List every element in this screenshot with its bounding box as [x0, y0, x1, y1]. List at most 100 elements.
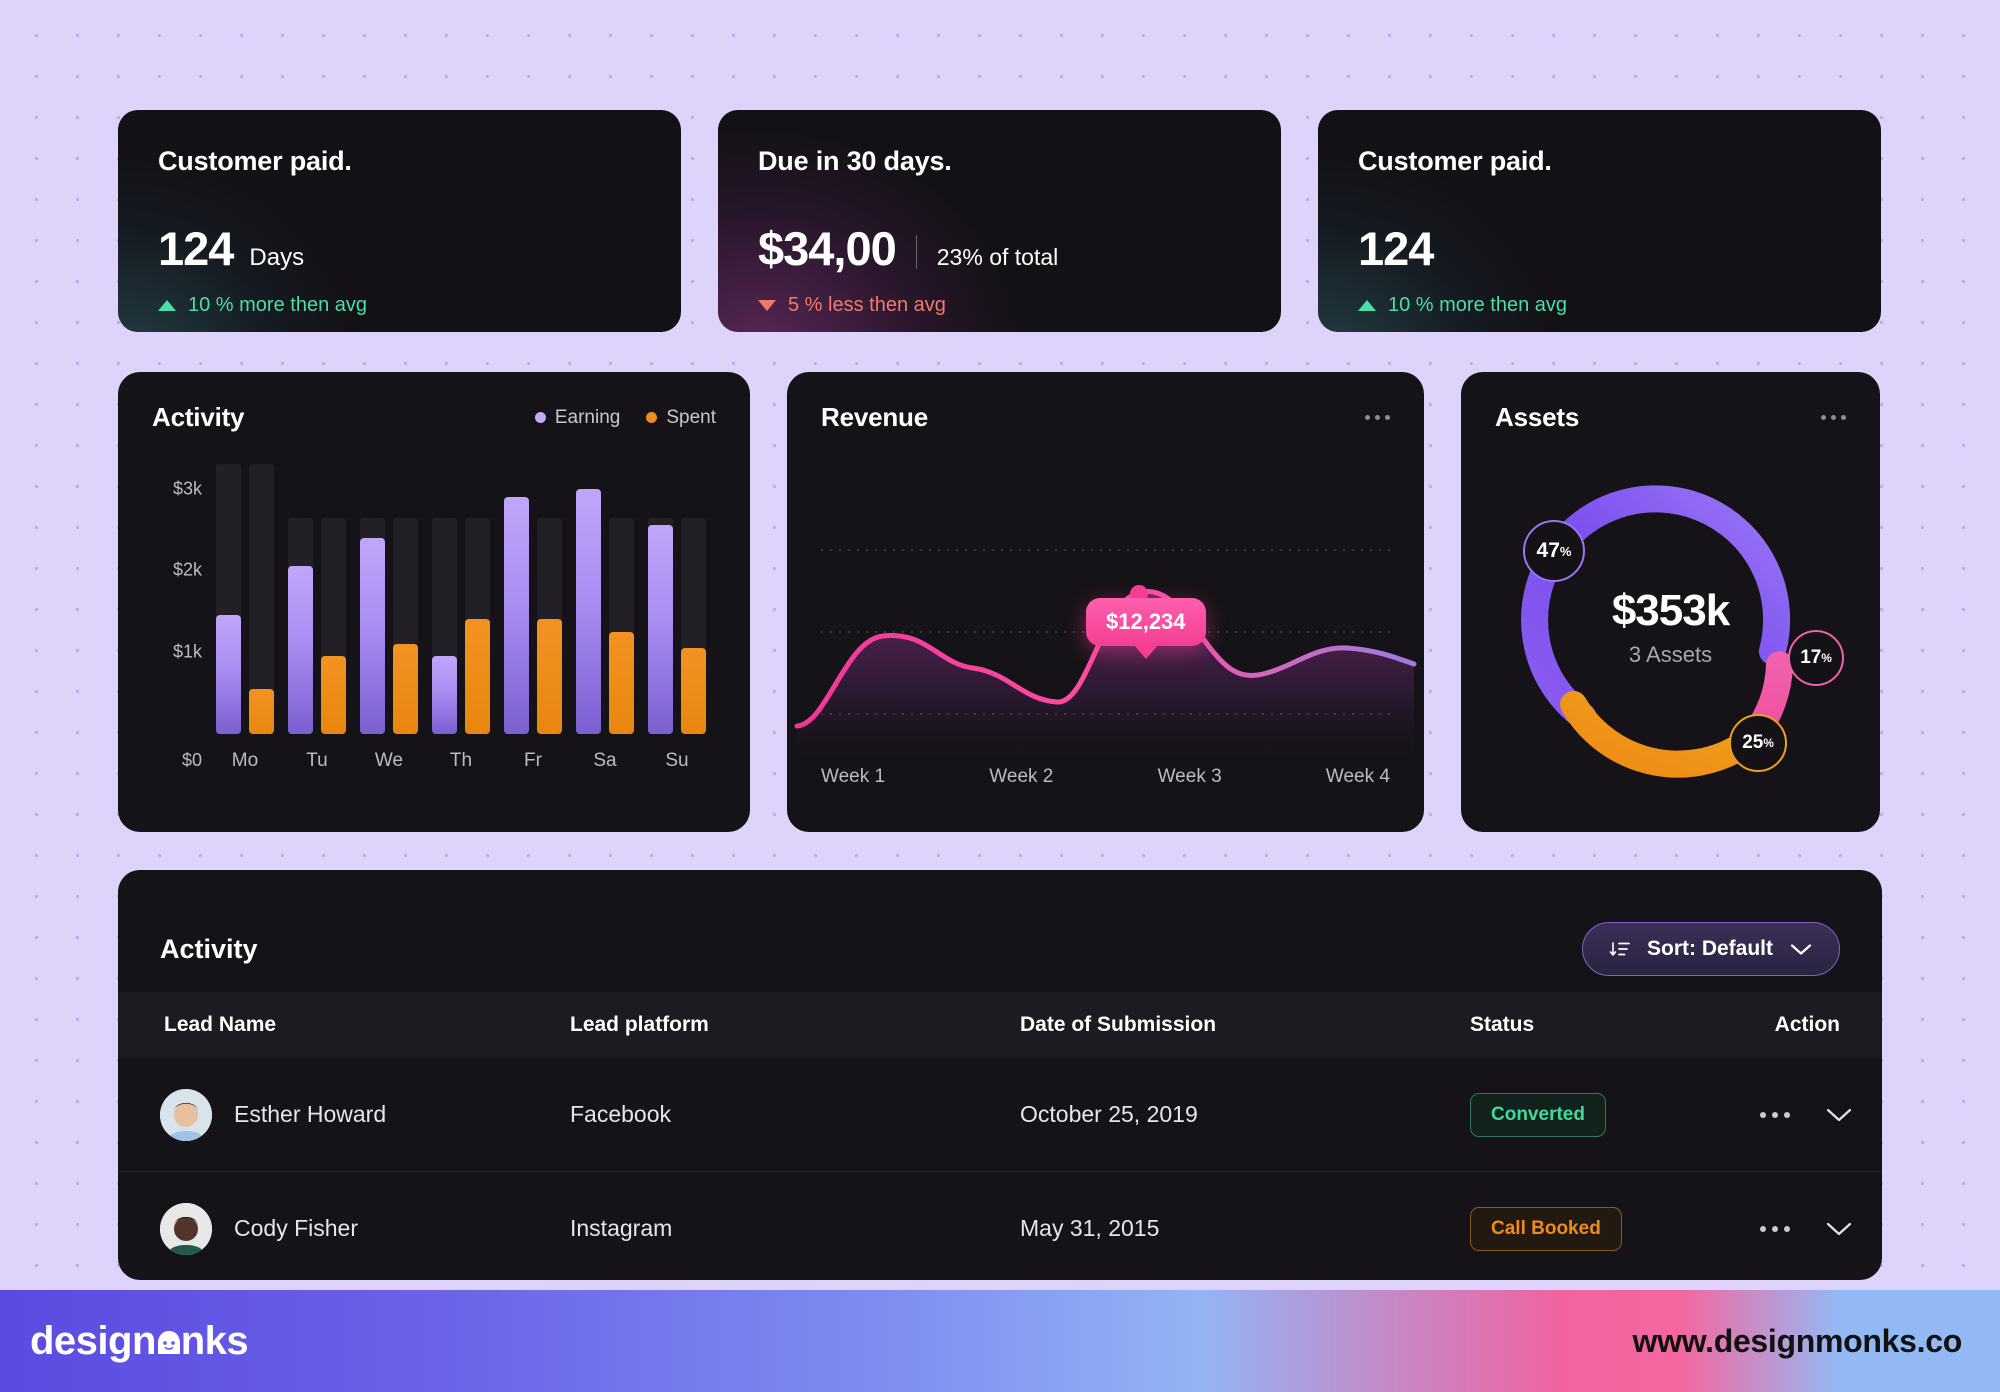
sort-icon — [1609, 942, 1630, 956]
bar-spent[interactable] — [249, 689, 274, 734]
bar-spent[interactable] — [609, 631, 634, 734]
badge-suffix: % — [1559, 543, 1572, 559]
x-tick-label: Week 2 — [989, 766, 1054, 787]
activity-chart-card: Activity Earning Spent $1k $2k $3k $0 Mo Tu — [118, 372, 750, 832]
card-title: Revenue — [821, 402, 928, 432]
bar-spent[interactable] — [465, 619, 490, 734]
row-chevron-down-icon[interactable] — [1824, 1220, 1854, 1238]
cell-status: Converted — [1470, 1092, 1760, 1137]
legend-item-spent: Spent — [646, 407, 716, 429]
ellipsis-icon[interactable] — [1365, 415, 1390, 420]
card-title: Assets — [1495, 402, 1580, 432]
bar-earning[interactable] — [648, 525, 673, 734]
cell-action — [1760, 1220, 1854, 1238]
card-title: Activity — [152, 402, 245, 432]
column-header-status: Status — [1470, 1013, 1535, 1036]
chevron-down-icon — [1790, 943, 1812, 955]
column-header-lead-name: Lead Name — [164, 1013, 277, 1036]
brand-logo: design nks — [30, 1318, 249, 1364]
donut-badge-17: 17% — [1788, 630, 1844, 686]
cell-status: Call Booked — [1470, 1206, 1760, 1251]
cell-lead-name: Esther Howard — [160, 1088, 570, 1141]
bar-group — [358, 464, 420, 734]
stat-title: Due in 30 days. — [758, 146, 952, 176]
stat-card-customer-paid-days: Customer paid. 124 Days 10 % more then a… — [118, 110, 681, 332]
stat-trend: 10 % more then avg — [1358, 294, 1841, 317]
ellipsis-icon[interactable] — [1821, 415, 1846, 420]
x-tick-label: Sa — [593, 750, 617, 771]
row-chevron-down-icon[interactable] — [1824, 1106, 1854, 1124]
chart-legend: Earning Spent — [534, 407, 716, 429]
stat-value-row: 124 Days — [158, 221, 641, 276]
column-header-date: Date of Submission — [1020, 1013, 1217, 1036]
cell-lead-platform: Instagram — [570, 1215, 673, 1241]
bar-group — [502, 464, 564, 734]
x-tick-label: Week 1 — [821, 766, 886, 787]
bar-group — [214, 464, 276, 734]
bar-earning[interactable] — [288, 566, 313, 734]
avatar — [160, 1088, 212, 1141]
trend-up-icon — [158, 300, 176, 311]
bar-earning[interactable] — [216, 615, 241, 734]
brand-text-first: design — [30, 1318, 156, 1363]
stat-trend-label: 10 % more then avg — [188, 294, 367, 316]
revenue-x-axis: Week 1 Week 2 Week 3 Week 4 — [821, 766, 1390, 788]
cell-lead-name: Cody Fisher — [160, 1202, 570, 1255]
stat-card-customer-paid: Customer paid. 124 10 % more then avg — [1318, 110, 1881, 332]
bar-spent[interactable] — [681, 648, 706, 734]
stat-value-row: $34,00 23% of total — [758, 221, 1241, 276]
stat-value: 124 — [158, 222, 234, 275]
donut-badge-47: 47% — [1523, 520, 1585, 582]
brand-monk-icon — [156, 1319, 181, 1364]
bar-spent[interactable] — [321, 656, 346, 734]
table-header-bar: Activity Sort: Default — [118, 870, 1882, 992]
revenue-plot-area: $12,234 — [787, 468, 1424, 758]
bar-chart-plot-area: $1k $2k $3k $0 Mo Tu We Th Fr Sa Su — [152, 464, 716, 794]
bar-spent[interactable] — [537, 619, 562, 734]
y-tick-label: $2k — [172, 559, 202, 580]
bar-chart-bars — [210, 464, 716, 734]
donut-badge-25: 25% — [1729, 714, 1787, 772]
legend-label: Spent — [666, 406, 716, 428]
stat-trend: 10 % more then avg — [158, 294, 641, 317]
assets-chart-card: Assets — [1461, 372, 1880, 832]
trend-up-icon — [1358, 300, 1376, 311]
legend-dot-icon — [646, 412, 658, 423]
badge-value: 17 — [1800, 647, 1822, 668]
badge-suffix: % — [1763, 736, 1774, 750]
stat-value-row: 124 — [1358, 221, 1841, 276]
bar-earning[interactable] — [360, 537, 385, 734]
status-badge: Call Booked — [1470, 1206, 1622, 1251]
x-tick-label: We — [374, 750, 404, 771]
table-body: Esther Howard Facebook October 25, 2019 Con… — [118, 1058, 1882, 1280]
cell-action — [1760, 1106, 1854, 1124]
bar-spent[interactable] — [393, 644, 418, 734]
table-row[interactable]: Cody Fisher Instagram May 31, 2015 Call Boo… — [118, 1172, 1882, 1280]
sort-button[interactable]: Sort: Default — [1582, 922, 1840, 976]
column-header-lead-platform: Lead platform — [570, 1013, 709, 1036]
bar-chart-x-axis: Mo Tu We Th Fr Sa Su — [210, 750, 716, 780]
badge-value: 47 — [1536, 539, 1560, 562]
donut-segment-47 — [1521, 485, 1791, 731]
divider — [915, 235, 917, 269]
card-header: Activity Earning Spent — [118, 372, 750, 433]
bar-earning[interactable] — [432, 656, 457, 734]
cell-lead-platform: Facebook — [570, 1101, 672, 1127]
donut-center-text: $353k 3 Assets — [1461, 586, 1880, 668]
stat-trend: 5 % less then avg — [758, 294, 1241, 317]
legend-dot-icon — [534, 412, 546, 423]
x-tick-label: Mo — [231, 750, 259, 771]
stat-trend-label: 5 % less then avg — [788, 294, 946, 316]
row-ellipsis-icon[interactable] — [1760, 1111, 1790, 1118]
bar-earning[interactable] — [504, 496, 529, 734]
x-tick-label: Su — [665, 750, 689, 771]
bar-earning[interactable] — [576, 488, 601, 734]
sort-button-label: Sort: Default — [1647, 937, 1773, 960]
x-tick-label: Fr — [524, 750, 542, 771]
bar-chart-y-axis: $1k $2k $3k — [152, 464, 210, 734]
table-row[interactable]: Esther Howard Facebook October 25, 2019 Con… — [118, 1058, 1882, 1172]
row-ellipsis-icon[interactable] — [1760, 1225, 1790, 1232]
bar-group — [574, 464, 636, 734]
cell-date: May 31, 2015 — [1020, 1215, 1160, 1241]
